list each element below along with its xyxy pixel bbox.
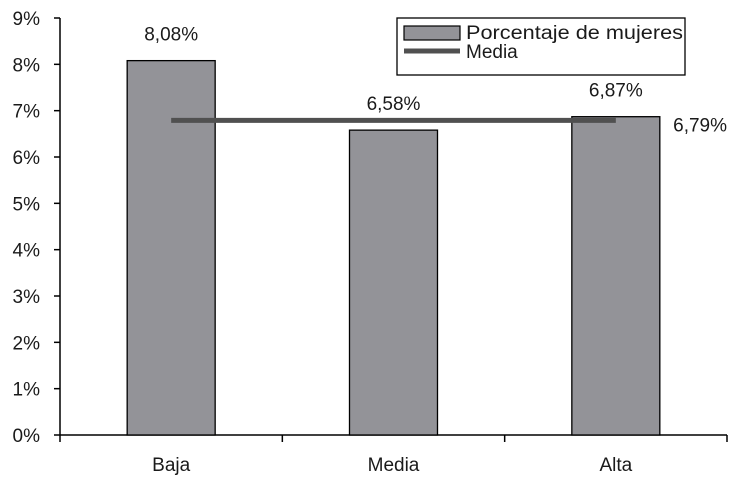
y-tick-label: 6% <box>13 148 41 169</box>
bar-baja <box>127 61 215 435</box>
x-axis: Baja Media Alta <box>60 435 727 475</box>
x-tick-label: Baja <box>152 455 190 475</box>
y-tick-label: 7% <box>13 102 41 123</box>
y-tick-label: 9% <box>13 9 41 30</box>
x-tick-label: Media <box>368 455 420 475</box>
mean-value-label: 6,79% <box>673 115 727 136</box>
y-tick-label: 4% <box>13 241 41 262</box>
y-tick-label: 3% <box>13 287 41 308</box>
y-tick-label: 5% <box>13 194 41 215</box>
bar-value-label: 6,58% <box>367 94 421 115</box>
legend-bar-label: Porcentaje de mujeres <box>466 23 683 44</box>
bar-media <box>350 130 438 435</box>
x-tick-label: Alta <box>599 455 632 475</box>
y-tick-label: 8% <box>13 55 41 76</box>
bar-value-label: 6,87% <box>589 81 643 102</box>
y-axis: 0% 1% 2% 3% 4% 5% 6% 7% 8% 9% <box>13 9 60 447</box>
bar-value-label: 8,08% <box>144 25 198 46</box>
bars: 8,08% 6,58% 6,87% <box>127 25 660 435</box>
legend-mean-label: Media <box>466 42 518 63</box>
bar-alta <box>572 117 660 435</box>
y-tick-label: 0% <box>13 426 41 447</box>
legend: Porcentaje de mujeres Media <box>397 18 685 75</box>
legend-bar-swatch <box>404 26 460 40</box>
y-tick-label: 1% <box>13 380 41 401</box>
y-tick-label: 2% <box>13 333 41 354</box>
